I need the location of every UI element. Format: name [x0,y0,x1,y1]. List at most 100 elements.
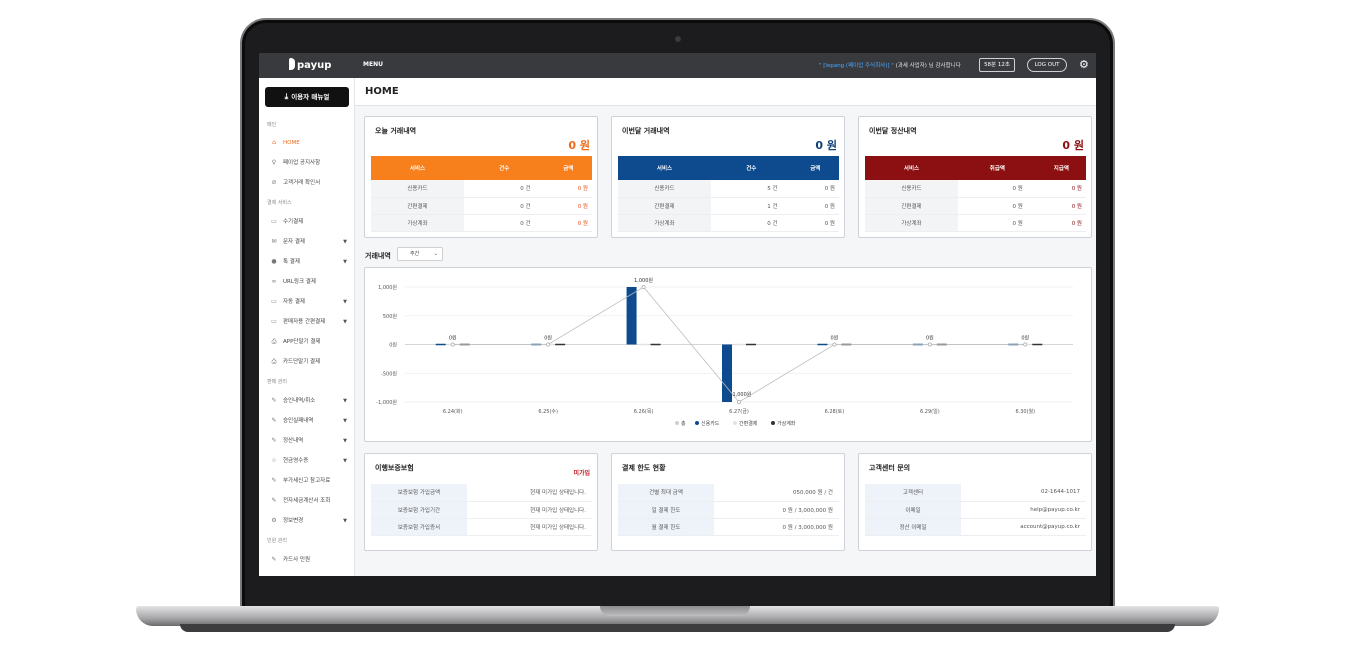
sidebar-item-card-terminal[interactable]: ⎙ 카드단말기 결제 [259,355,355,369]
row-label: 보증보험 가입증서 [371,518,467,536]
page-title: HOME [365,86,399,97]
sidebar-item-label: 자동 결제 [283,299,305,305]
table-header-row: 서비스 건수 금액 [371,156,592,180]
card-title: 고객센터 문의 [869,464,911,472]
user-manual-label: 이용자 매뉴얼 [291,93,330,101]
caret-down-icon: ▼ [343,438,347,444]
row-value[interactable]: help@payup.co.kr [961,501,1086,519]
caret-down-icon: ▼ [343,418,347,424]
period-select[interactable]: 주간 ⌄ [397,247,443,261]
sidebar-item-url-pay[interactable]: ∞ URL링크 결제 [259,275,355,289]
data-label: 1,000원 [634,277,653,284]
sidebar-item-label: URL링크 결제 [283,279,316,285]
column-header: 서비스 [656,166,673,172]
section-main: 메인 [267,122,277,128]
sidebar-item-settlements[interactable]: ✎ 정산내역 ▼ [259,434,355,448]
gear-icon[interactable]: ⚙ [1079,58,1089,71]
sidebar-item-label: 문자 결제 [283,239,305,245]
row-label: 신용카드 [618,180,711,198]
data-point [737,400,741,404]
row-amount: 0 원 [791,214,839,232]
x-tick-label: 6.28(토) [825,409,845,415]
caret-down-icon: ▼ [343,259,347,265]
star-icon: ☆ [271,457,277,464]
row-amount: 0 원 [544,180,592,198]
legend-label: 총 [681,420,686,427]
card-title: 이행보증보험 [375,464,414,472]
sidebar-item-tax-invoice[interactable]: ✎ 전자세금계산서 조회 [259,494,355,508]
column-header: 건수 [499,166,510,172]
logo[interactable]: payup [289,58,331,71]
row-count: 0 원 [958,197,1037,215]
edit-icon: ✎ [271,556,277,563]
trend-label: 거래내역 [365,252,391,260]
sidebar-item-manual-pay[interactable]: ▭ 수기결제 [259,215,355,229]
sidebar-item-talk-pay[interactable]: ● 톡 결제 ▼ [259,255,355,269]
sidebar-item-seller-simple-pay[interactable]: ▭ 판매자용 간편결제 ▼ [259,315,355,329]
sidebar-item-notice[interactable]: ♀ 페이업 공지사항 [259,156,355,170]
caret-down-icon: ▼ [343,239,347,245]
card-total: 0 원 [568,139,590,152]
edit-icon: ✎ [271,477,277,484]
sidebar-item-label: 톡 결제 [283,259,300,265]
bar [626,287,637,345]
row-label: 정산 이메일 [865,518,961,536]
row-value[interactable]: account@payup.co.kr [961,518,1086,536]
sidebar-item-label: 정산내역 [283,438,304,444]
row-value: 현재 미가입 상태입니다. [467,501,592,519]
sidebar-item-label: 카드사 민원 [283,557,311,563]
info-table: 보증보험 가입금액 현재 미가입 상태입니다. 보증보험 가입기간 현재 미가입 상… [371,484,592,536]
greeting: " [lepang (페이업 주식회사)] " (과세 사업자) 님 감사합니다 [819,61,961,69]
y-tick-label: -1,000원 [376,399,397,406]
sidebar-item-cash-receipt[interactable]: ☆ 현금영수증 ▼ [259,454,355,468]
logo-mark-icon [289,58,295,70]
y-tick-label: 1,000원 [378,284,397,291]
bar [722,344,732,402]
logout-button[interactable]: LOG OUT [1027,58,1067,72]
sidebar-item-label: 카드단말기 결제 [283,359,321,365]
x-tick-label: 6.27(금) [729,409,749,415]
sidebar-item-label: 페이업 공지사항 [283,160,321,166]
sidebar-item-sms-pay[interactable]: ✉ 문자 결제 ▼ [259,235,355,249]
menu-toggle[interactable]: MENU [363,61,383,68]
sidebar-item-label: 수기결제 [283,219,304,225]
table-row: 건별 최대 금액 050,000 원 / 건 [618,484,839,502]
bar [1032,343,1043,346]
sidebar-item-account-info[interactable]: ⚙ 정보변경 ▼ [259,514,355,528]
sidebar-item-auto-pay[interactable]: ▭ 자동 결제 ▼ [259,295,355,309]
check-circle-icon: ⊘ [271,179,277,186]
row-amount: 0 원 [1036,180,1086,198]
card-total: 0 원 [815,139,837,152]
row-label: 신용카드 [371,180,464,198]
sidebar-item-approvals[interactable]: ✎ 승인내역/취소 ▼ [259,394,355,408]
sidebar-item-card-complaint[interactable]: ✎ 카드사 민원 [259,553,355,567]
data-label: 0원 [926,335,934,342]
row-label: 신용카드 [865,180,958,198]
caret-down-icon: ▼ [343,458,347,464]
user-manual-button[interactable]: ⤓ 이용자 매뉴얼 [265,87,349,107]
sidebar-item-app-terminal[interactable]: ⎙ APP단말기 결제 [259,335,355,349]
sidebar-item-confirmation[interactable]: ⊘ 고객거래 확인서 [259,176,355,190]
row-value: 0 원 / 3,000,000 원 [714,518,839,536]
bar [638,343,649,346]
sidebar-item-label: 현금영수증 [283,458,309,464]
sidebar-item-home[interactable]: ⌂ HOME [259,136,355,150]
row-amount: 0 원 [1036,214,1086,232]
sidebar-item-vat-reference[interactable]: ✎ 부가세신고 참고자료 [259,474,355,488]
row-amount: 0 원 [544,197,592,215]
data-label: -1,000원 [731,391,752,398]
row-label: 보증보험 가입금액 [371,484,467,502]
sidebar-item-failed-approvals[interactable]: ✎ 승인실패내역 ▼ [259,414,355,428]
megaphone-icon: ♀ [271,159,277,166]
info-table: 건별 최대 금액 050,000 원 / 건 일 결제 한도 0 원 / 3,000… [618,484,839,536]
data-label: 0원 [831,335,839,342]
session-timer[interactable]: 58분 12초 [979,58,1015,72]
